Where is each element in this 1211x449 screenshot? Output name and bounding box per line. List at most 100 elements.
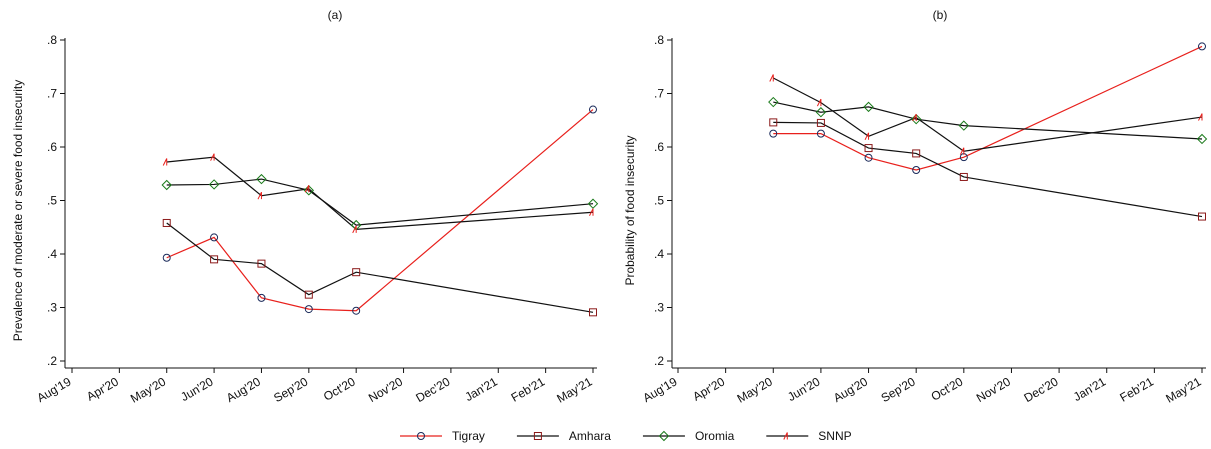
marker [352,306,361,315]
x-tick-label: Aug'19 [640,374,679,405]
x-tick-label: Feb'21 [509,374,548,404]
x-tick-label: Feb'21 [1117,374,1156,404]
y-tick-label: .5 [47,194,57,208]
series-line [772,77,1203,152]
marker [658,430,670,442]
marker [257,293,266,302]
marker [162,253,171,262]
x-tick-label: Aug'20 [831,374,870,405]
marker [1198,212,1206,221]
marker [210,153,215,161]
x-tick-label: Apr'20 [84,374,121,403]
marker [533,432,542,440]
y-axis-label: Probability of food insecurity [623,135,637,285]
marker [783,432,788,440]
series-line [166,222,594,313]
marker [304,185,310,193]
x-tick-label: Oct'20 [929,374,966,403]
y-tick-label: .5 [654,194,664,208]
y-tick-label: .6 [47,140,57,154]
x-tick-label: May'21 [554,374,594,405]
y-tick-label: .3 [654,301,664,315]
y-axis-label: Prevalence of moderate or severe food in… [11,80,25,341]
x-tick-label: Aug'20 [224,374,263,405]
marker [257,259,266,268]
x-tick-label: Jun'20 [785,374,823,404]
marker [959,147,965,156]
marker [958,120,970,131]
y-tick-label: .6 [654,140,664,154]
marker [769,129,778,138]
x-tick-label: Dec'20 [413,374,452,405]
marker [768,96,779,108]
x-tick-label: Sep'20 [879,374,918,405]
x-tick-label: Sep'20 [271,374,310,405]
panel-title: (a) [328,8,343,22]
marker [161,179,172,191]
marker [959,172,968,181]
panel-title: (b) [933,8,948,22]
marker [912,113,917,122]
x-tick-label: Oct'20 [321,374,358,403]
marker [589,308,597,317]
marker [1198,113,1203,121]
marker [589,208,594,216]
x-tick-label: May'20 [128,374,168,405]
y-tick-label: .2 [47,354,57,368]
marker [257,191,262,200]
y-tick-label: .7 [47,87,57,101]
marker [864,153,873,162]
marker [769,74,774,82]
marker [816,129,825,138]
marker [417,432,425,440]
y-tick-label: .4 [654,247,664,261]
series-line [773,101,1203,140]
marker [589,105,597,114]
y-tick-label: .8 [47,33,57,47]
marker [816,98,822,107]
y-tick-label: .7 [654,87,664,101]
marker [210,233,219,242]
marker [816,118,825,127]
marker [304,290,313,299]
marker [587,198,599,209]
x-tick-label: Apr'20 [690,374,727,403]
legend-label: Amhara [569,429,611,443]
marker [864,132,870,141]
marker [210,255,219,264]
marker [352,268,361,277]
series-line [773,121,1203,218]
marker [208,179,220,190]
marker [256,173,267,185]
series-line [166,156,594,231]
marker [1198,42,1206,51]
x-tick-label: Nov'20 [974,374,1013,405]
x-tick-label: Dec'20 [1022,374,1061,405]
y-tick-label: .4 [47,247,57,261]
y-tick-label: .2 [654,354,664,368]
marker [769,118,778,127]
legend-label: Oromia [695,429,735,443]
marker [863,101,874,113]
marker [162,158,168,166]
marker [162,218,171,227]
marker [815,107,827,118]
x-tick-label: May'20 [735,374,775,405]
legend: Tigray Amhara Oromia SNNP [400,429,852,443]
marker [912,149,921,158]
marker [352,225,357,234]
x-tick-label: Nov'20 [366,374,405,405]
x-tick-label: Aug'19 [34,374,73,405]
series-line [773,45,1203,171]
marker [864,144,873,153]
x-tick-label: May'21 [1163,374,1203,405]
series-line [166,178,594,226]
marker [304,305,313,314]
y-tick-label: .8 [654,33,664,47]
x-tick-label: Jun'20 [178,374,216,404]
marker [1196,133,1208,145]
series-line [166,109,594,312]
x-tick-label: Jan'21 [1071,374,1109,404]
y-tick-label: .3 [47,301,57,315]
